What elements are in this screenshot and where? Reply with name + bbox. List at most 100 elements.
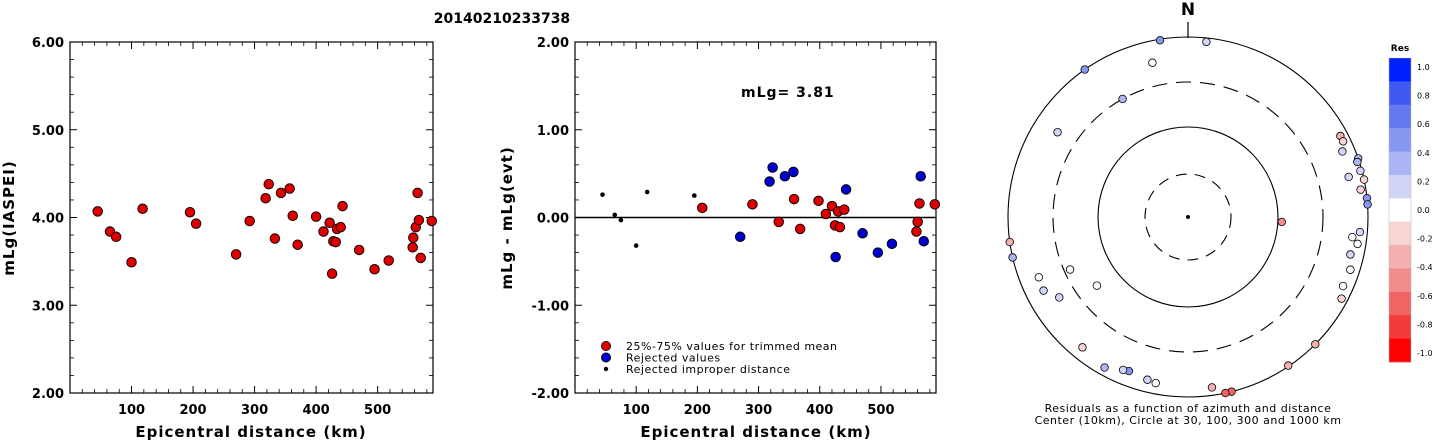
plot2-point-rejected [788,166,799,178]
plot2-point [788,193,800,205]
north-label: N [1181,0,1195,20]
plot2-xtick-label: 100 [623,403,650,418]
plot1-point [383,255,394,266]
colorbar-tick-label: 0.2 [1417,177,1430,186]
plot1-point [326,268,338,279]
colorbar-tick-label: -0.4 [1417,263,1433,272]
plot1-point [110,231,122,243]
polar-points [1005,36,1372,398]
plot2-point-rejected [840,184,852,195]
plot1-ytick-label: 4.00 [32,212,64,227]
colorbar-tick-label: 0.6 [1417,120,1430,129]
colorbar-cell [1389,221,1411,246]
plot2-point-rejected [764,176,775,187]
polar-caption-1: Residuals as a function of azimuth and d… [1045,402,1332,415]
figure-title: 20140210233738 [434,11,570,27]
polar-point [1207,383,1217,392]
plot2-point-rejected-distance [644,189,650,195]
colorbar-cell [1389,291,1411,316]
polar-point [1338,281,1348,291]
colorbar-frame [1388,57,1412,363]
polar-caption-2: Center (10km), Circle at 30, 100, 300 an… [1035,414,1342,427]
colorbar-tick-label: 0.4 [1417,149,1430,158]
plot1-points [92,178,438,279]
polar-point [1221,388,1230,398]
polar-point [1092,281,1102,290]
plot1-point [287,210,298,221]
plot2-xtick-label: 500 [867,403,894,418]
plot1-xtick-label: 400 [303,403,330,418]
plot2-point [838,204,850,215]
polar-point [1338,147,1347,156]
plot1-point [353,244,365,256]
plot2-point [914,198,925,209]
colorbar-tick-label: 0.0 [1417,206,1430,215]
plot1-xtick-label: 100 [118,403,145,418]
plot2-point-rejected-distance [618,217,624,223]
polar-point [1363,200,1372,209]
polar-point [1080,65,1089,74]
plot2-point-rejected [767,162,778,173]
polar-point [1065,265,1075,274]
colorbar-tick-label: -0.6 [1417,292,1433,301]
center-dot [1186,215,1190,219]
colorbar-cell [1389,198,1411,223]
polar-point [1005,237,1014,247]
plot2-xtick-label: 300 [745,403,772,418]
plot1-ylabel: mLg(IASPEI) [0,160,18,275]
plot2-ylabel: mLg - mLg(evt) [498,146,516,289]
plot2-annotation: mLg= 3.81 [741,85,835,101]
plot2-points [600,162,941,263]
ring-1000km [1007,36,1369,398]
plot2-ytick-label: 0.00 [537,212,569,227]
plot1-point [190,218,202,229]
plot2-point-rejected [872,247,884,258]
plot1-point [413,214,425,226]
legend-label: Rejected improper distance [626,363,791,376]
colorbar-cell [1389,58,1411,82]
plot1-ytick-label: 5.00 [32,124,64,139]
polar-point [1338,137,1348,146]
plot1-point [330,236,342,248]
colorbar-title: Res [1391,44,1409,54]
polar-point [1151,378,1160,388]
plot1-point [137,203,148,214]
colorbar-cell [1389,338,1411,363]
plot1-point [310,211,322,222]
colorbar-tick-label: -1.0 [1417,349,1433,358]
polar-point [1277,217,1286,227]
polar-point [1118,94,1127,104]
polar-point [1148,58,1157,67]
legend-label: 25%-75% values for trimmed mean [626,340,838,353]
plot1-ytick-label: 3.00 [32,299,64,314]
plot2-point-rejected-distance [612,212,618,218]
polar-point [1353,239,1362,249]
plot1-point [184,206,196,218]
polar-point [1346,250,1355,259]
polar-point [1359,175,1369,184]
plot2-point [697,202,708,214]
plot2-point [794,223,806,235]
polar-point [1008,253,1017,262]
plot2-point-rejected-distance [633,243,639,248]
polar-point [1100,363,1109,372]
colorbar-tick-label: 0.8 [1417,92,1430,101]
plot1-point [412,187,423,199]
plot2-point-rejected [734,231,746,243]
polar-point [1356,166,1365,176]
plot1-point [369,264,380,275]
plot1-point [337,200,348,212]
plot1-point [415,252,426,264]
plot2-point [820,208,832,220]
plot2-point-rejected [779,171,791,182]
plot2-xtick-label: 200 [684,403,711,418]
polar-point [1353,157,1362,167]
colorbar-tick-label: -0.2 [1417,235,1433,244]
plot1-point [292,239,303,250]
polar-point [1078,343,1087,352]
plot1-ticks: 100 200 300 400 500 2.00 3.00 4.00 5.00 6.00 [32,36,433,418]
plot2-ytick-label: -2.00 [532,387,569,402]
plot1-point [318,226,329,237]
plot2-point-rejected-distance [600,192,605,197]
plot2-point-rejected [886,238,898,250]
